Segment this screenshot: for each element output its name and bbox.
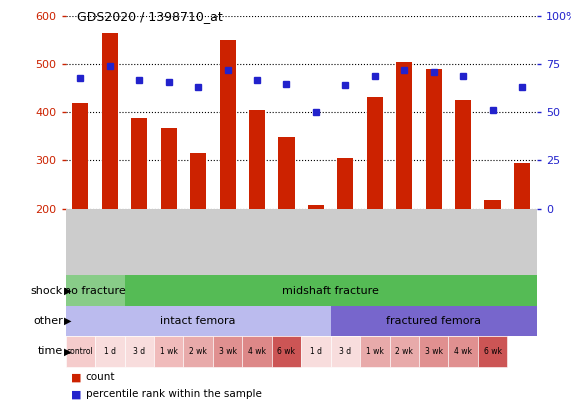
Bar bbox=[279, 137, 295, 209]
Text: GDS2020 / 1398710_at: GDS2020 / 1398710_at bbox=[77, 10, 223, 23]
Text: 2 wk: 2 wk bbox=[395, 347, 413, 356]
Bar bbox=[160, 128, 177, 209]
Text: ■: ■ bbox=[71, 389, 82, 399]
Bar bbox=[425, 69, 442, 209]
Text: 2 wk: 2 wk bbox=[189, 347, 207, 356]
Text: ■: ■ bbox=[71, 372, 82, 382]
Text: 3 wk: 3 wk bbox=[425, 347, 443, 356]
Text: 3 d: 3 d bbox=[339, 347, 351, 356]
Bar bbox=[396, 62, 412, 209]
Bar bbox=[102, 33, 118, 209]
Text: 6 wk: 6 wk bbox=[278, 347, 295, 356]
Bar bbox=[337, 158, 353, 209]
Bar bbox=[308, 205, 324, 209]
Text: midshaft fracture: midshaft fracture bbox=[282, 286, 379, 296]
Text: count: count bbox=[86, 372, 115, 382]
Text: fractured femora: fractured femora bbox=[386, 316, 481, 326]
Bar bbox=[455, 100, 471, 209]
Bar bbox=[514, 163, 530, 209]
Text: other: other bbox=[33, 316, 63, 326]
Text: 1 wk: 1 wk bbox=[160, 347, 178, 356]
Text: 3 wk: 3 wk bbox=[219, 347, 236, 356]
Text: 1 d: 1 d bbox=[310, 347, 322, 356]
Text: 1 wk: 1 wk bbox=[366, 347, 384, 356]
Text: ▶: ▶ bbox=[64, 346, 71, 356]
Bar bbox=[367, 97, 383, 209]
Text: 6 wk: 6 wk bbox=[484, 347, 501, 356]
Text: time: time bbox=[38, 346, 63, 356]
Bar bbox=[219, 40, 236, 209]
Text: 1 d: 1 d bbox=[104, 347, 116, 356]
Text: percentile rank within the sample: percentile rank within the sample bbox=[86, 389, 262, 399]
Text: ▶: ▶ bbox=[64, 316, 71, 326]
Text: no fracture: no fracture bbox=[64, 286, 126, 296]
Text: ▶: ▶ bbox=[64, 286, 71, 296]
Text: 4 wk: 4 wk bbox=[454, 347, 472, 356]
Bar bbox=[73, 103, 89, 209]
Bar bbox=[249, 110, 265, 209]
Text: control: control bbox=[67, 347, 94, 356]
Bar bbox=[131, 118, 147, 209]
Text: shock: shock bbox=[31, 286, 63, 296]
Text: 3 d: 3 d bbox=[133, 347, 146, 356]
Bar bbox=[484, 200, 501, 209]
Bar bbox=[190, 153, 206, 209]
Text: 4 wk: 4 wk bbox=[248, 347, 266, 356]
Text: intact femora: intact femora bbox=[160, 316, 236, 326]
